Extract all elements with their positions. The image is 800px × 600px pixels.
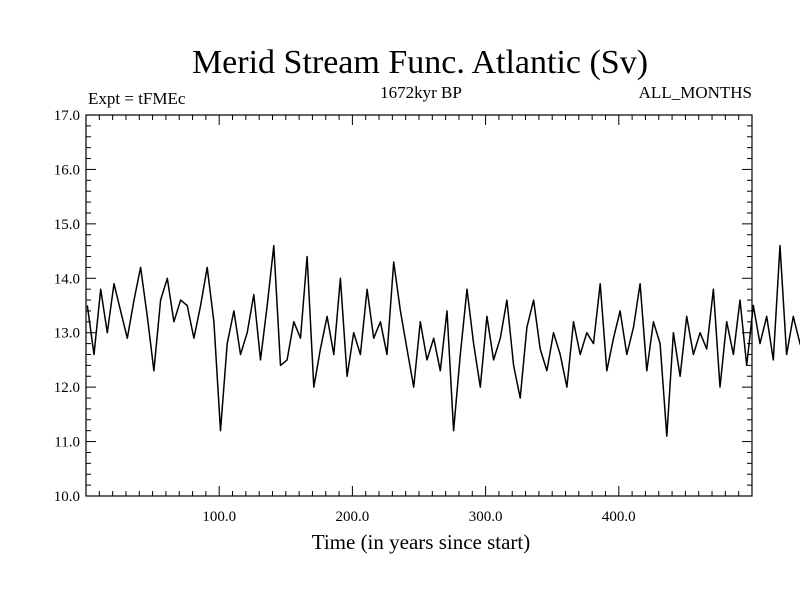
y-tick-label: 11.0 <box>54 435 80 451</box>
y-tick-label: 15.0 <box>54 217 80 233</box>
y-tick-label: 13.0 <box>54 326 80 342</box>
y-axis: 10.0 11.0 12.0 13.0 14.0 15.0 16.0 17.0 <box>54 108 752 505</box>
x-tick-label: 300.0 <box>469 509 503 525</box>
y-tick-label: 14.0 <box>54 271 80 287</box>
y-tick-label: 10.0 <box>54 489 80 505</box>
y-tick-label: 17.0 <box>54 108 80 124</box>
x-tick-label: 400.0 <box>602 509 636 525</box>
months-label: ALL_MONTHS <box>639 83 752 102</box>
y-tick-label: 12.0 <box>54 380 80 396</box>
y-tick-label: 16.0 <box>54 162 80 178</box>
x-tick-label: 200.0 <box>336 509 370 525</box>
series-line <box>86 244 800 437</box>
chart-title: Merid Stream Func. Atlantic (Sv) <box>192 44 648 81</box>
x-axis-label: Time (in years since start) <box>312 530 531 554</box>
time-period-label: 1672kyr BP <box>380 83 462 102</box>
x-tick-label: 100.0 <box>202 509 236 525</box>
x-axis: 100.0 200.0 300.0 400.0 <box>98 115 740 525</box>
experiment-label: Expt = tFMEc <box>88 89 186 108</box>
